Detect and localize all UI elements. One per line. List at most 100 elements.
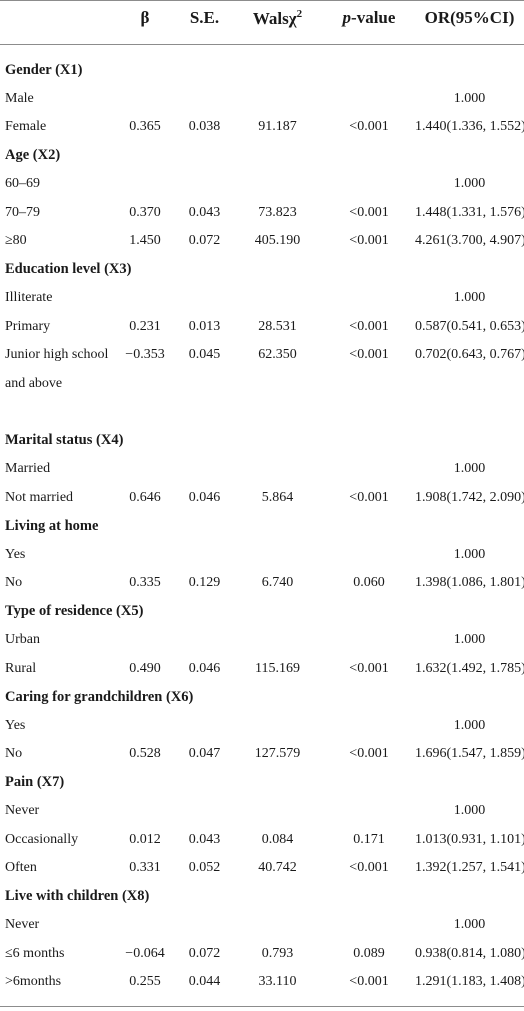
table-header: β S.E. Walsχ2 p-value OR(95%CI) [0,0,524,44]
cell-wals: 33.110 [258,974,297,990]
header-wals-label: Walsχ [252,8,297,28]
table-row: Primary 0.231 0.013 28.531 <0.001 0.587(0.541… [0,313,524,342]
cell-or: 1.000 [453,717,486,733]
row-label: 60–69 [5,176,40,192]
cell-se [177,797,232,826]
cell-or: 1.398(1.086, 1.801) [415,575,524,591]
cell-wals: 6.740 [261,575,294,591]
cell-pvalue: <0.001 [349,489,389,505]
row-label: No [5,746,23,762]
cell-se: 0.046 [188,489,221,505]
cell-pvalue: <0.001 [349,204,389,220]
cell-se: 0.072 [188,233,221,249]
cell-wals: 0.084 [261,831,294,847]
cell-se [177,284,232,313]
cell-pvalue [323,797,415,826]
section-header-row: Type of residence (X5) [0,598,524,627]
cell-se [177,911,232,940]
cell-wals [232,455,323,484]
cell-or: 1.000 [453,461,486,477]
table-row: 70–79 0.370 0.043 73.823 <0.001 1.448(1.331, … [0,199,524,228]
cell-wals: 28.531 [258,318,297,334]
cell-wals [232,284,323,313]
table-row: >6months 0.255 0.044 33.110 <0.001 1.291(1.18… [0,968,524,997]
cell-beta [113,455,177,484]
table-row: ≥80 1.450 0.072 405.190 <0.001 4.261(3.700, 4… [0,227,524,256]
cell-beta [113,284,177,313]
row-label: Not married [5,489,74,505]
cell-or: 1.000 [453,546,486,562]
section-header-row: Marital status (X4) [0,427,524,456]
header-wals-superscript: 2 [296,7,303,20]
cell-se: 0.047 [188,746,221,762]
cell-beta: 0.335 [129,575,161,591]
cell-pvalue [323,712,415,741]
section-header-row: Caring for grandchildren (X6) [0,683,524,712]
table-row: Not married 0.646 0.046 5.864 <0.001 1.908(1.… [0,484,524,513]
cell-pvalue: <0.001 [349,746,389,762]
row-label: Junior high school and above [5,347,109,391]
section-title: Pain (X7) [5,774,65,791]
cell-pvalue [323,284,415,313]
row-label: Rural [5,660,37,676]
section-header-row: Pain (X7) [0,769,524,798]
cell-beta: 0.255 [129,974,161,990]
section-title: Live with children (X8) [5,888,150,905]
cell-wals: 62.350 [258,347,297,362]
cell-or: 1.908(1.742, 2.090) [415,489,524,505]
cell-se: 0.046 [188,660,221,676]
row-label: Never [5,803,40,819]
cell-beta: 0.528 [129,746,161,762]
cell-or: 1.632(1.492, 1.785) [415,660,524,676]
row-label: Female [5,119,47,135]
cell-beta: 0.331 [129,860,161,876]
cell-pvalue: <0.001 [349,233,389,249]
header-beta-label: β [140,8,150,27]
table-row: No 0.528 0.047 127.579 <0.001 1.696(1.547, 1.… [0,740,524,769]
row-label: Never [5,917,40,933]
cell-or: 1.000 [453,176,486,192]
header-se-label: S.E. [189,8,220,27]
cell-se: 0.052 [188,860,221,876]
row-label: Married [5,461,51,477]
section-title: Gender (X1) [5,61,83,78]
table-row: Yes 1.000 [0,712,524,741]
section-title: Type of residence (X5) [5,603,144,620]
spacer-cell [0,44,524,56]
cell-or: 1.392(1.257, 1.541) [415,860,524,876]
row-label: >6months [5,974,62,990]
cell-beta [113,85,177,114]
cell-se: 0.038 [188,119,221,135]
cell-or: 0.938(0.814, 1.080) [415,945,524,961]
cell-pvalue: <0.001 [349,974,389,990]
header-or: OR(95%CI) [415,0,524,44]
cell-or: 4.261(3.700, 4.907) [415,233,524,249]
cell-or: 1.291(1.183, 1.408) [415,974,524,990]
cell-beta [113,911,177,940]
cell-beta [113,170,177,199]
cell-or: 1.440(1.336, 1.552) [415,119,524,135]
cell-wals: 5.864 [261,489,294,505]
table-row: Urban 1.000 [0,626,524,655]
cell-pvalue: 0.171 [353,831,385,847]
row-label: Primary [5,318,51,334]
table-row: Yes 1.000 [0,541,524,570]
header-pvalue-rest: -value [351,8,396,27]
header-row: β S.E. Walsχ2 p-value OR(95%CI) [0,0,524,44]
cell-or: 1.448(1.331, 1.576) [415,204,524,220]
cell-beta: 0.012 [129,831,161,847]
cell-pvalue: <0.001 [349,318,389,334]
table-row: Illiterate 1.000 [0,284,524,313]
header-pvalue: p-value [323,0,415,44]
cell-pvalue: <0.001 [349,347,389,362]
table-row: Rural 0.490 0.046 115.169 <0.001 1.632(1.492,… [0,655,524,684]
header-se: S.E. [177,0,232,44]
row-label: Urban [5,632,40,648]
section-header-row: Living at home [0,512,524,541]
cell-wals: 405.190 [254,233,301,249]
cell-wals [232,85,323,114]
cell-se [177,541,232,570]
row-label: 70–79 [5,204,40,220]
